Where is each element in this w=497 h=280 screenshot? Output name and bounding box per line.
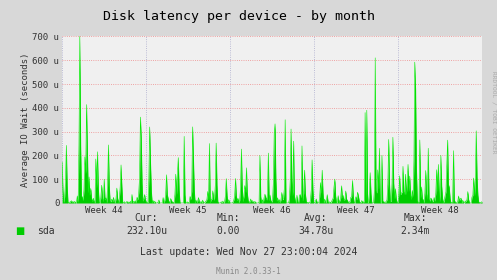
Text: Cur:: Cur: (135, 213, 159, 223)
Text: Max:: Max: (403, 213, 427, 223)
Text: Min:: Min: (217, 213, 241, 223)
Text: Last update: Wed Nov 27 23:00:04 2024: Last update: Wed Nov 27 23:00:04 2024 (140, 247, 357, 257)
Text: 34.78u: 34.78u (298, 226, 333, 236)
Text: sda: sda (37, 226, 55, 236)
Text: 2.34m: 2.34m (400, 226, 430, 236)
Text: RRDTOOL / TOBI OETIKER: RRDTOOL / TOBI OETIKER (491, 71, 496, 153)
Text: Disk latency per device - by month: Disk latency per device - by month (102, 10, 375, 23)
Text: Munin 2.0.33-1: Munin 2.0.33-1 (216, 267, 281, 276)
Text: Avg:: Avg: (304, 213, 328, 223)
Text: 232.10u: 232.10u (126, 226, 167, 236)
Text: 0.00: 0.00 (217, 226, 241, 236)
Text: ■: ■ (15, 226, 24, 236)
Y-axis label: Average IO Wait (seconds): Average IO Wait (seconds) (21, 53, 30, 187)
